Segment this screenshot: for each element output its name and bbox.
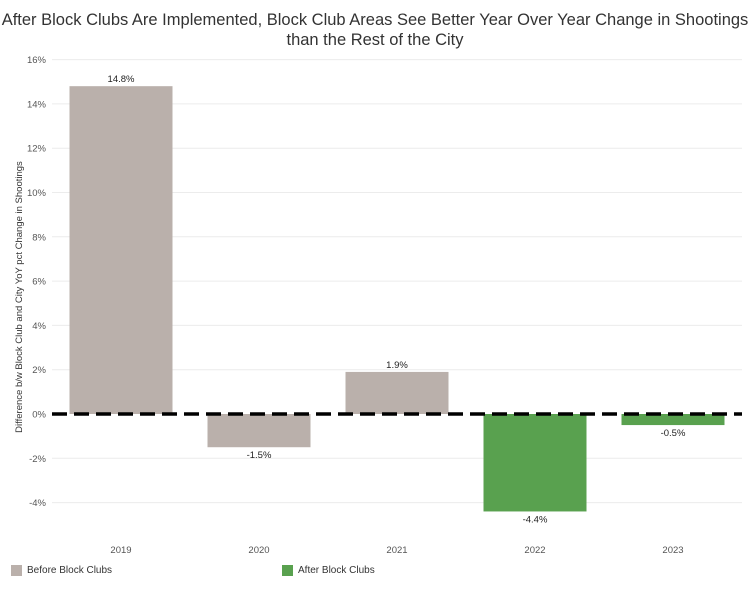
bar-2020: [207, 414, 311, 448]
y-tick-label: -2%: [29, 454, 46, 465]
legend-label-after: After Block Clubs: [298, 565, 375, 576]
y-axis-label: Difference b/w Block Club and City YoY p…: [14, 161, 25, 433]
y-tick-label: 4%: [32, 321, 46, 332]
legend-swatch-before: [11, 565, 22, 576]
bar-2021: [345, 371, 449, 414]
data-label-2019: 14.8%: [108, 74, 135, 85]
y-tick-label: -4%: [29, 498, 46, 509]
x-tick-label: 2019: [110, 545, 131, 556]
data-label-2022: -4.4%: [523, 514, 548, 525]
y-tick-label: 12%: [27, 144, 47, 155]
bar-2022: [483, 414, 587, 512]
y-tick-label: 10%: [27, 188, 47, 199]
x-tick-label: 2020: [248, 545, 269, 556]
legend-item-before[interactable]: Before Block Clubs: [11, 565, 112, 576]
data-label-2021: 1.9%: [386, 360, 408, 371]
bar-2019: [69, 86, 173, 415]
bar-2023: [621, 414, 725, 426]
x-tick-label: 2022: [524, 545, 545, 556]
x-tick-label: 2023: [662, 545, 683, 556]
bars: [69, 86, 725, 512]
x-tick-label: 2021: [386, 545, 407, 556]
legend-item-after[interactable]: After Block Clubs: [282, 565, 375, 576]
legend-label-before: Before Block Clubs: [27, 565, 113, 576]
data-label-2020: -1.5%: [247, 450, 272, 461]
y-tick-label: 8%: [32, 232, 46, 243]
y-tick-label: 6%: [32, 277, 46, 288]
y-tick-label: 2%: [32, 365, 46, 376]
x-axis-ticks: 2019 2020 2021 2022 2023: [110, 545, 683, 556]
chart-title: After Block Clubs Are Implemented, Block…: [1, 11, 749, 49]
y-axis-ticks: 16% 14% 12% 10% 8% 6% 4% 2% 0% -2% -4%: [27, 55, 47, 509]
y-tick-label: 16%: [27, 55, 47, 66]
y-tick-label: 0%: [32, 410, 46, 421]
data-labels: 14.8% -1.5% 1.9% -4.4% -0.5%: [108, 74, 686, 525]
legend-swatch-after: [282, 565, 293, 576]
y-tick-label: 14%: [27, 99, 47, 110]
data-label-2023: -0.5%: [661, 428, 686, 439]
